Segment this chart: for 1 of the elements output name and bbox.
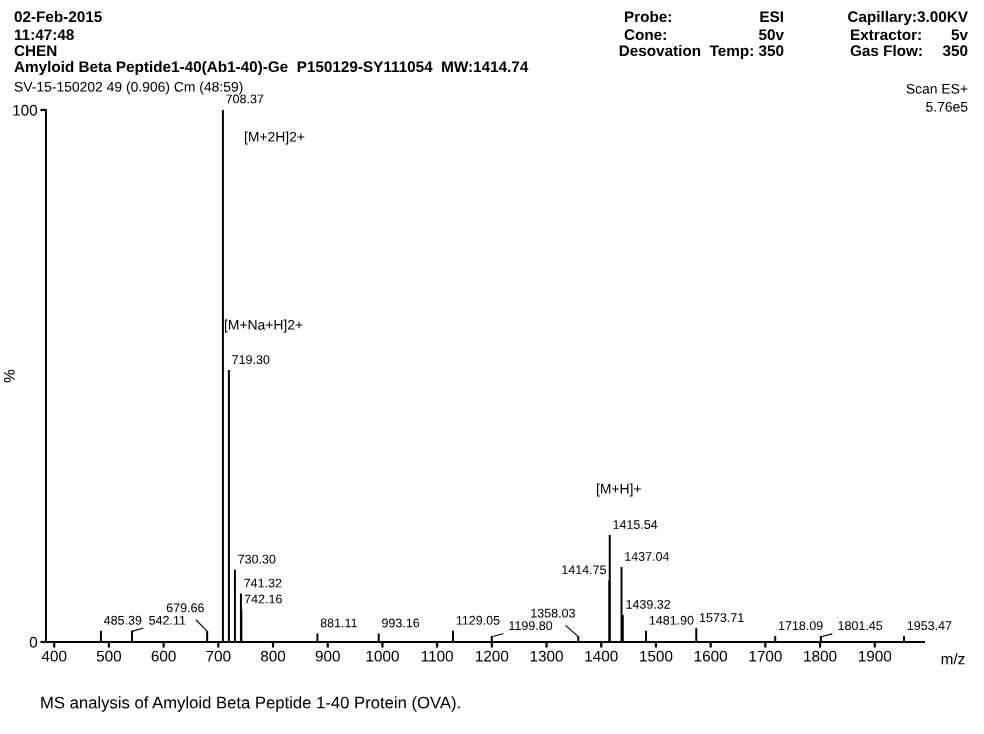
text: MS analysis of Amyloid Beta Peptide 1-40 Protein (OVA). xyxy=(41,696,460,712)
